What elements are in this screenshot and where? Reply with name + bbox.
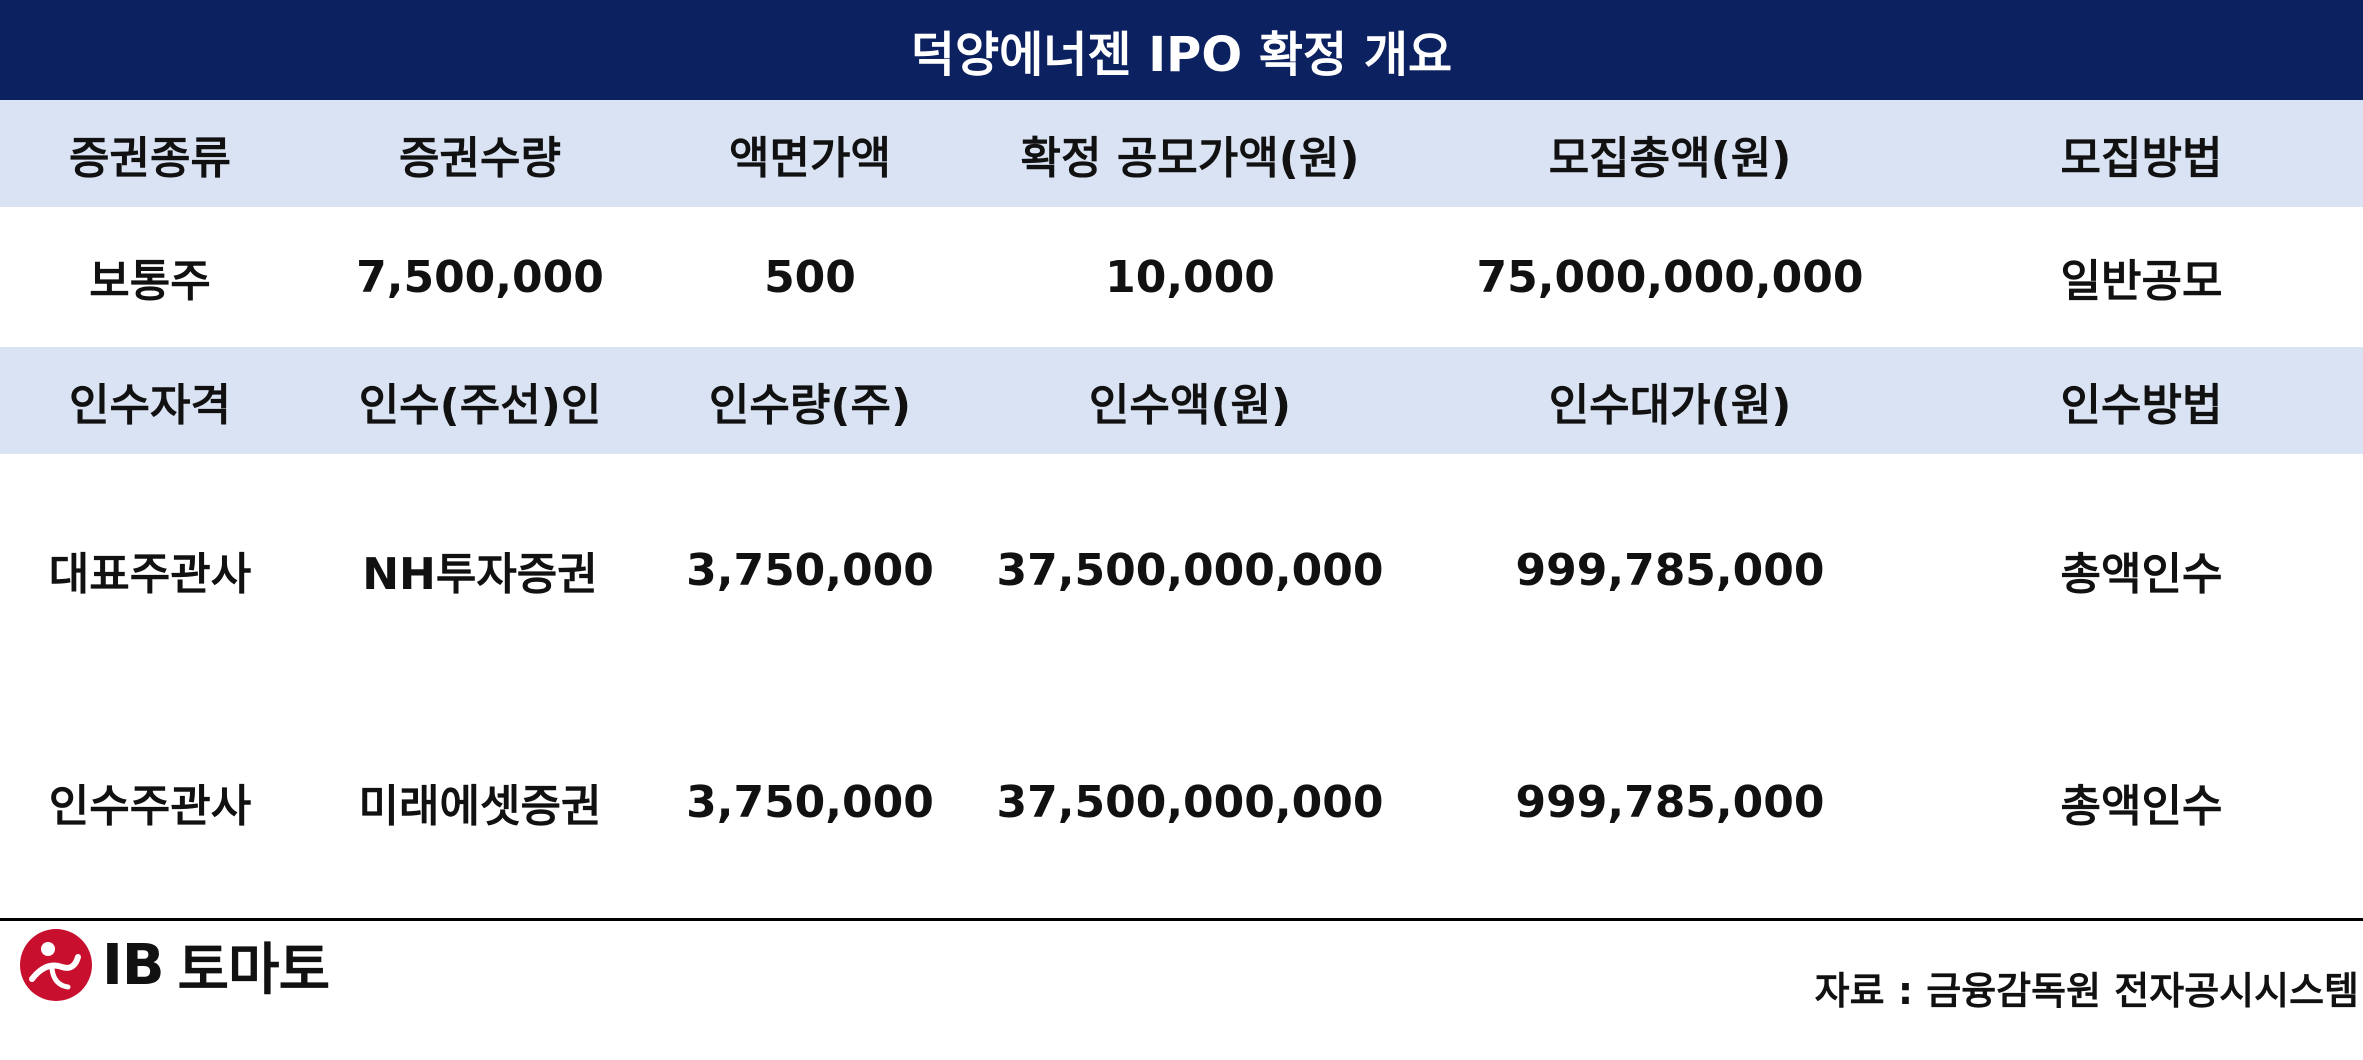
page-title: 덕양에너젠 IPO 확정 개요 <box>0 0 2363 100</box>
ib-tomato-logo: IB 토마토 <box>18 925 331 1005</box>
header-cell: 증권종류 <box>69 132 231 184</box>
table-cell: 총액인수 <box>2060 549 2223 600</box>
ib-tomato-logo-icon <box>18 927 94 1003</box>
table-cell: 총액인수 <box>2060 781 2223 832</box>
header-cell: 인수대가(원) <box>1548 379 1792 431</box>
table-cell: 37,500,000,000 <box>996 776 1384 828</box>
table-cell: 75,000,000,000 <box>1476 251 1864 303</box>
header-cell: 인수(주선)인 <box>358 379 602 431</box>
table-cell: 500 <box>764 251 856 303</box>
table-row: 대표주관사 NH투자증권 3,750,000 37,500,000,000 99… <box>0 454 2363 686</box>
table-cell: 미래에셋증권 <box>358 781 602 832</box>
table-row: 인수주관사 미래에셋증권 3,750,000 37,500,000,000 99… <box>0 686 2363 918</box>
table-cell: 37,500,000,000 <box>996 544 1384 596</box>
table-cell: 대표주관사 <box>48 549 252 600</box>
table-cell: 3,750,000 <box>686 544 934 596</box>
table-cell: 3,750,000 <box>686 776 934 828</box>
table-row: 보통주 7,500,000 500 10,000 75,000,000,000 … <box>0 207 2363 347</box>
table-cell: 일반공모 <box>2060 256 2223 307</box>
table-cell: 인수주관사 <box>48 781 252 832</box>
table-cell: 10,000 <box>1105 251 1275 303</box>
table-cell: 7,500,000 <box>356 251 604 303</box>
footer-divider <box>0 918 2363 921</box>
header-cell: 액면가액 <box>729 132 891 184</box>
logo-name: 토마토 <box>177 937 331 1003</box>
header-cell: 인수방법 <box>2060 379 2223 431</box>
table-cell: 보통주 <box>89 256 211 307</box>
header-cell: 인수자격 <box>69 379 231 431</box>
header-cell: 인수액(원) <box>1088 379 1292 431</box>
logo-prefix: IB <box>102 932 165 998</box>
header-cell: 모집방법 <box>2060 132 2223 184</box>
source-note: 자료 : 금융감독원 전자공시시스템 <box>1814 969 2359 1013</box>
table-cell: 999,785,000 <box>1515 544 1825 596</box>
header-cell: 증권수량 <box>399 132 561 184</box>
header-cell: 확정 공모가액(원) <box>1020 132 1360 184</box>
table-header-row: 인수자격 인수(주선)인 인수량(주) 인수액(원) 인수대가(원) 인수방법 <box>0 347 2363 454</box>
table-cell: NH투자증권 <box>362 549 598 600</box>
table-cell: 999,785,000 <box>1515 776 1825 828</box>
header-cell: 모집총액(원) <box>1548 132 1792 184</box>
table-header-row: 증권종류 증권수량 액면가액 확정 공모가액(원) 모집총액(원) 모집방법 <box>0 100 2363 207</box>
header-cell: 인수량(주) <box>708 379 912 431</box>
